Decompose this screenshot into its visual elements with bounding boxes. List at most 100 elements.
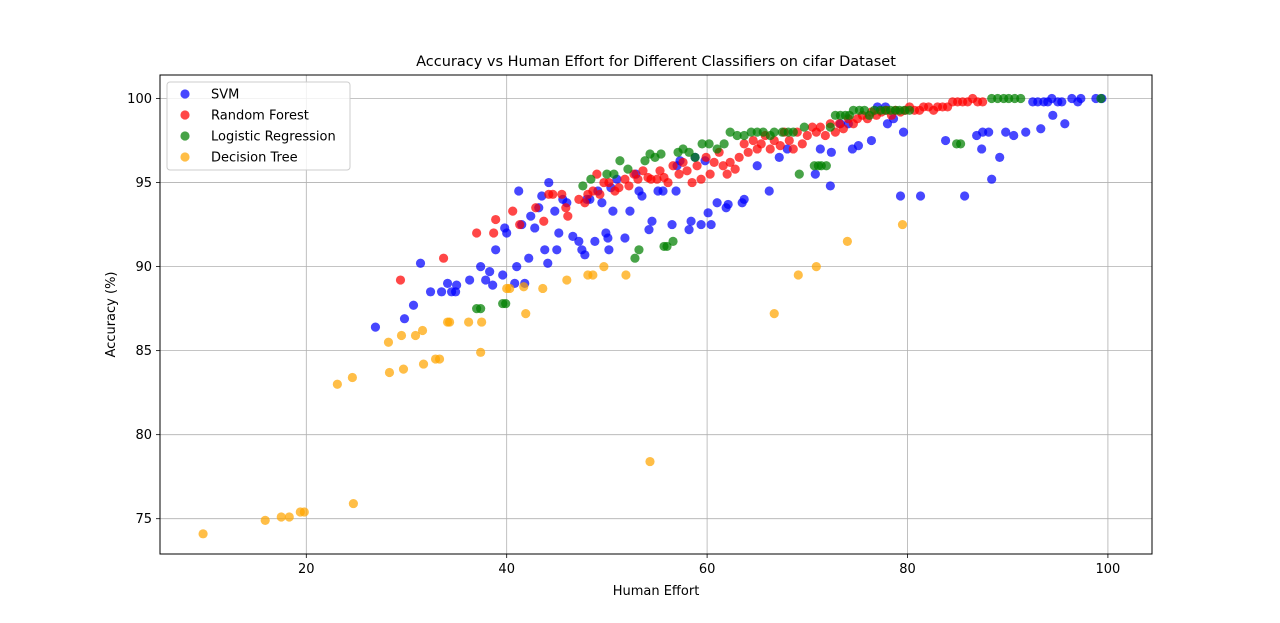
data-point — [769, 127, 779, 137]
data-point — [1096, 93, 1106, 104]
series-decision-tree — [198, 219, 908, 539]
data-point — [1021, 127, 1031, 137]
data-point — [794, 169, 804, 179]
legend-marker — [180, 89, 190, 99]
data-point — [756, 139, 766, 149]
legend-label: Random Forest — [211, 109, 309, 124]
x-tick-label: 20 — [298, 562, 315, 577]
data-point — [815, 122, 825, 132]
data-point — [526, 211, 536, 221]
data-point — [524, 253, 534, 263]
data-point — [633, 174, 643, 184]
data-point — [384, 367, 395, 378]
data-point — [614, 183, 624, 193]
data-point — [417, 325, 428, 336]
data-point — [825, 122, 835, 132]
data-point — [784, 135, 794, 146]
data-point — [498, 270, 508, 280]
data-point — [739, 130, 749, 141]
data-point — [842, 236, 852, 246]
legend-marker — [180, 152, 190, 162]
data-point — [604, 177, 614, 188]
data-point — [662, 241, 672, 252]
data-point — [987, 174, 997, 184]
data-point — [978, 97, 988, 107]
data-point — [684, 225, 694, 235]
data-point — [758, 127, 768, 137]
data-point — [696, 174, 706, 184]
data-point — [595, 189, 605, 199]
data-point — [984, 127, 994, 137]
data-point — [696, 219, 706, 230]
data-point — [476, 262, 486, 272]
data-point — [1009, 130, 1019, 141]
x-tick-label: 60 — [699, 562, 716, 577]
data-point — [383, 337, 394, 347]
data-point — [514, 186, 524, 196]
y-tick-label: 80 — [135, 428, 152, 443]
data-point — [563, 211, 573, 221]
data-point — [774, 152, 784, 162]
data-point — [501, 298, 511, 309]
data-point — [640, 156, 650, 166]
data-point — [620, 233, 630, 243]
data-point — [811, 262, 821, 272]
data-point — [637, 191, 647, 201]
data-point — [882, 119, 893, 129]
x-tick-label: 80 — [899, 562, 916, 577]
data-point — [718, 161, 728, 171]
data-point — [1048, 110, 1058, 120]
data-point — [408, 300, 419, 310]
x-tick-label: 100 — [1095, 562, 1120, 577]
data-point — [797, 139, 807, 149]
data-point — [444, 317, 455, 327]
data-point — [491, 214, 501, 225]
data-point — [658, 186, 668, 196]
data-point — [519, 282, 529, 292]
data-point — [512, 262, 522, 272]
data-point — [686, 216, 696, 226]
data-point — [489, 228, 499, 238]
data-point — [652, 174, 662, 184]
data-point — [743, 147, 753, 157]
y-tick-label: 95 — [135, 176, 152, 191]
data-point — [410, 330, 421, 341]
data-point — [667, 219, 677, 230]
data-point — [543, 258, 553, 268]
data-point — [769, 309, 779, 319]
data-point — [995, 152, 1005, 162]
data-point — [668, 161, 678, 171]
data-point — [866, 135, 877, 146]
data-point — [895, 191, 906, 201]
data-point — [690, 152, 700, 162]
data-point — [687, 177, 697, 188]
data-point — [764, 186, 774, 196]
data-point — [615, 156, 625, 166]
data-point — [491, 245, 501, 255]
data-point — [656, 149, 666, 159]
data-point — [634, 245, 644, 255]
data-point — [485, 267, 495, 277]
data-point — [608, 206, 618, 216]
data-point — [723, 199, 733, 210]
data-point — [568, 231, 578, 241]
data-point — [299, 507, 309, 517]
data-point — [915, 191, 926, 201]
data-point — [739, 194, 749, 204]
data-point — [561, 203, 571, 213]
data-point — [712, 144, 722, 154]
data-point — [476, 347, 486, 357]
legend-label: Decision Tree — [211, 151, 298, 166]
data-point — [1076, 93, 1086, 104]
data-point — [623, 164, 633, 174]
data-points — [198, 93, 1107, 539]
data-point — [590, 236, 600, 246]
data-point — [701, 152, 711, 162]
data-point — [703, 208, 713, 218]
data-point — [621, 270, 631, 280]
data-point — [515, 219, 525, 230]
series-logistic-regression — [472, 93, 1106, 314]
data-point — [1060, 119, 1070, 129]
data-point — [588, 270, 598, 280]
